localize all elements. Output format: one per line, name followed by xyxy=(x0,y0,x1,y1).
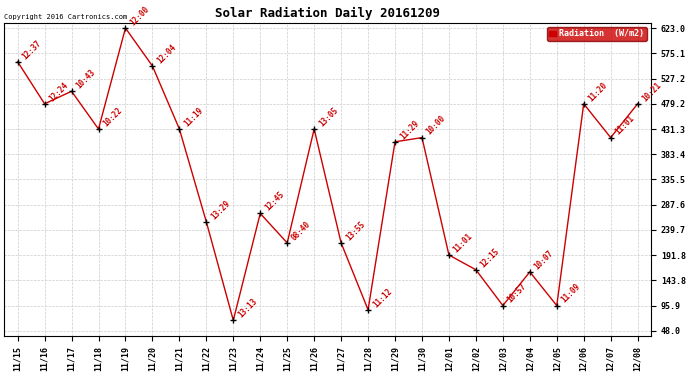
Text: 11:01: 11:01 xyxy=(452,231,475,254)
Text: 10:07: 10:07 xyxy=(533,248,555,271)
Text: 12:15: 12:15 xyxy=(479,246,502,269)
Text: Copyright 2016 Cartronics.com: Copyright 2016 Cartronics.com xyxy=(4,13,128,20)
Text: 13:13: 13:13 xyxy=(236,297,259,320)
Text: 10:43: 10:43 xyxy=(75,68,97,90)
Text: 11:09: 11:09 xyxy=(560,282,582,305)
Text: 13:55: 13:55 xyxy=(344,219,366,242)
Text: 12:00: 12:00 xyxy=(128,4,151,27)
Text: 12:24: 12:24 xyxy=(48,80,70,103)
Title: Solar Radiation Daily 20161209: Solar Radiation Daily 20161209 xyxy=(215,7,440,20)
Text: 12:37: 12:37 xyxy=(21,38,43,61)
Text: 11:29: 11:29 xyxy=(398,118,420,141)
Text: 11:20: 11:20 xyxy=(586,80,609,103)
Text: 10:22: 10:22 xyxy=(101,105,124,128)
Text: 11:12: 11:12 xyxy=(371,286,393,309)
Legend: Radiation  (W/m2): Radiation (W/m2) xyxy=(547,27,647,41)
Text: 11:01: 11:01 xyxy=(613,114,636,137)
Text: 10:21: 10:21 xyxy=(640,80,663,103)
Text: 12:04: 12:04 xyxy=(155,42,178,65)
Text: 08:40: 08:40 xyxy=(290,219,313,242)
Text: 10:00: 10:00 xyxy=(425,114,448,137)
Text: 12:45: 12:45 xyxy=(263,190,286,213)
Text: 10:57: 10:57 xyxy=(506,282,529,305)
Text: 11:19: 11:19 xyxy=(182,105,205,128)
Text: 13:29: 13:29 xyxy=(209,198,232,221)
Text: 13:05: 13:05 xyxy=(317,105,339,128)
